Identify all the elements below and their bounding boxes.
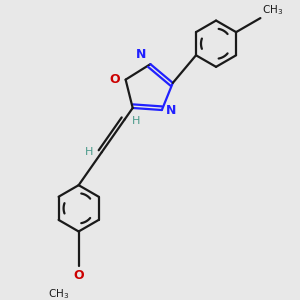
Text: N: N xyxy=(166,103,176,116)
Text: N: N xyxy=(136,48,146,61)
Text: CH$_3$: CH$_3$ xyxy=(48,287,69,300)
Text: H: H xyxy=(132,116,140,127)
Text: H: H xyxy=(84,147,93,157)
Text: CH$_3$: CH$_3$ xyxy=(262,3,284,17)
Text: O: O xyxy=(109,73,120,86)
Text: O: O xyxy=(73,269,84,282)
